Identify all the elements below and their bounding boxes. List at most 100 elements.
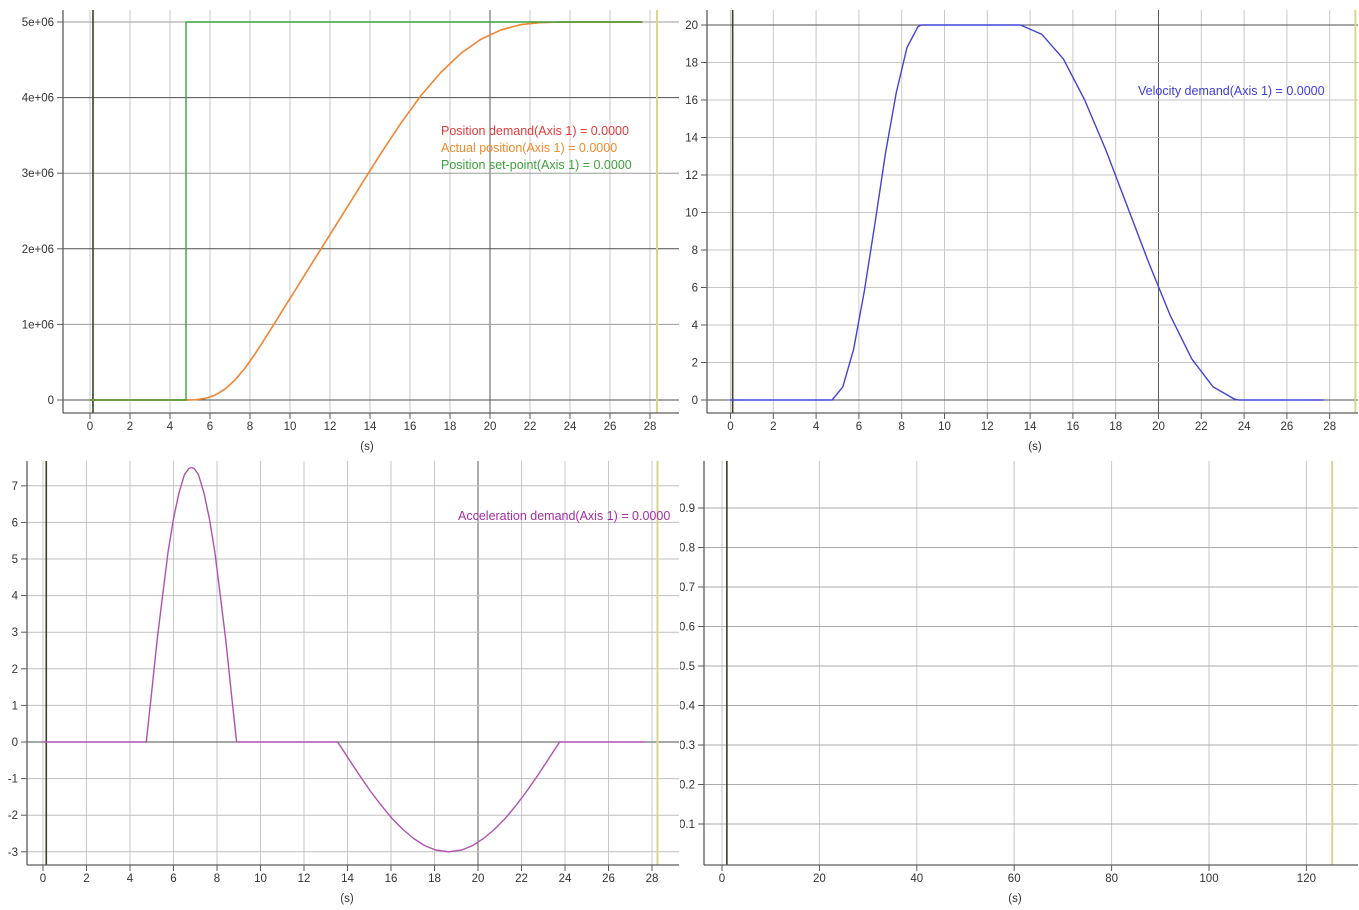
x-tick-label: 28 [644,421,657,433]
y-tick-label: 0.6 [680,622,695,634]
x-tick-label: 26 [602,873,615,885]
y-tick-label: 5 [12,554,18,566]
y-tick-label: 4e+06 [22,93,54,105]
y-tick-label: 0.1 [680,819,695,831]
x-axis-unit-label: (s) [1008,893,1022,905]
y-tick-label: 1 [12,700,18,712]
y-tick-label: 5e+06 [22,17,54,29]
position-chart[interactable]: 0 2 4 6 8 10 12 14 16 18 20 22 24 26 28 0 1e+06 2e+06 3e+0… [0,0,680,455]
legend-entry: Actual position(Axis 1) = 0.0000 [441,141,617,155]
x-tick-label: 18 [1109,421,1122,433]
x-tick-label: 10 [284,421,297,433]
y-tick-label: 3 [12,627,18,639]
y-tick-label: 0 [12,737,18,749]
y-tick-label: 0.3 [680,740,695,752]
series-position-set-point [89,21,643,401]
series-acceleration-demand [42,466,647,853]
y-tick-label: 14 [685,133,698,145]
y-tick-label: 1e+06 [22,319,54,331]
x-tick-label: 12 [324,421,337,433]
x-tick-label: 22 [1195,421,1208,433]
x-tick-label: 24 [559,873,572,885]
x-tick-label: 0 [719,873,725,885]
x-axis-unit-label: (s) [340,893,354,905]
x-tick-label: 14 [1024,421,1037,433]
x-tick-label: 12 [981,421,994,433]
legend-entry: Velocity demand(Axis 1) = 0.0000 [1138,84,1325,98]
acceleration-chart-canvas[interactable]: 0 2 4 6 8 10 12 14 16 18 20 22 24 26 28-3-2-101234567(… [0,455,680,910]
x-tick-label: 120 [1297,873,1316,885]
y-tick-label: -1 [8,774,18,786]
y-tick-label: 0.9 [680,503,695,515]
x-tick-label: 4 [813,421,820,433]
y-tick-label: 2e+06 [22,244,54,256]
y-tick-label: 18 [685,58,698,70]
x-tick-label: 8 [214,873,220,885]
position-chart-canvas[interactable]: 0 2 4 6 8 10 12 14 16 18 20 22 24 26 2801e+062e+063e+0… [0,0,680,455]
x-tick-label: 2 [770,421,776,433]
x-tick-label: 18 [428,873,441,885]
x-tick-label: 0 [727,421,733,433]
x-tick-label: 8 [898,421,904,433]
velocity-chart-canvas[interactable]: 0 2 4 6 8 10 12 14 16 18 20 22 24 26 28024681012141618… [680,0,1359,455]
x-tick-label: 8 [247,421,253,433]
x-tick-label: 0 [40,873,46,885]
x-tick-label: 20 [472,873,485,885]
x-tick-label: 2 [83,873,89,885]
x-tick-label: 14 [341,873,354,885]
y-tick-label: 0 [692,395,698,407]
x-tick-label: 22 [524,421,537,433]
y-tick-label: 0.5 [680,661,695,673]
y-tick-label: 12 [685,170,698,182]
x-tick-label: 28 [646,873,659,885]
x-tick-label: 2 [127,421,133,433]
x-axis-unit-label: (s) [360,441,374,453]
x-axis-unit-label: (s) [1028,441,1042,453]
y-tick-label: 10 [685,208,698,220]
x-tick-label: 26 [1281,421,1294,433]
x-tick-label: 60 [1008,873,1021,885]
x-tick-label: 10 [938,421,951,433]
y-tick-label: 0.8 [680,543,695,555]
x-tick-label: 6 [170,873,176,885]
series-actual-position [89,21,643,401]
x-tick-label: 26 [604,421,617,433]
y-tick-label: -2 [8,810,18,822]
x-tick-label: 0 [87,421,93,433]
y-tick-label: 0.4 [680,701,696,713]
y-tick-label: 6 [12,517,18,529]
empty-chart-canvas[interactable]: 0 20 40 60 80 100 120 0.1 0.2 0.3 0.4 0.5 0.6 0.7 0.8 0… [680,455,1359,910]
x-tick-label: 80 [1105,873,1118,885]
x-tick-label: 24 [564,421,577,433]
x-tick-label: 40 [910,873,923,885]
x-tick-label: 18 [444,421,457,433]
y-tick-label: -3 [8,847,18,859]
x-tick-label: 16 [385,873,398,885]
legend-entry: Position demand(Axis 1) = 0.0000 [441,124,629,138]
empty-chart[interactable]: 0 20 40 60 80 100 120 0.1 0.2 0.3 0.4 0.5 0.6 0.7 0.8 0… [680,455,1359,910]
x-tick-label: 24 [1238,421,1251,433]
x-tick-label: 6 [207,421,213,433]
x-tick-label: 12 [298,873,311,885]
y-tick-label: 3e+06 [22,168,54,180]
x-tick-label: 10 [254,873,267,885]
series-position-demand [89,21,643,401]
y-tick-label: 7 [12,481,18,493]
x-tick-label: 100 [1199,873,1218,885]
x-tick-label: 16 [1067,421,1080,433]
y-tick-label: 4 [692,320,699,332]
y-tick-label: 0.7 [680,582,695,594]
y-tick-label: 2 [12,664,18,676]
x-tick-label: 6 [856,421,862,433]
velocity-chart[interactable]: 0 2 4 6 8 10 12 14 16 18 20 22 24 26 28 0 2 4 6 8 10 12 14 16 18… [680,0,1359,455]
y-tick-label: 2 [692,358,698,370]
acceleration-chart[interactable]: 0 2 4 6 8 10 12 14 16 18 20 22 24 26 28 -3 -2 -1 0 1 2 3 4 5 6 7(… [0,455,680,910]
x-tick-label: 28 [1323,421,1336,433]
x-tick-label: 20 [1152,421,1165,433]
y-tick-label: 0.2 [680,780,695,792]
legend-entry: Position set-point(Axis 1) = 0.0000 [441,158,632,172]
y-tick-label: 0 [48,395,54,407]
x-tick-label: 20 [484,421,497,433]
series-velocity-demand [729,24,1324,401]
